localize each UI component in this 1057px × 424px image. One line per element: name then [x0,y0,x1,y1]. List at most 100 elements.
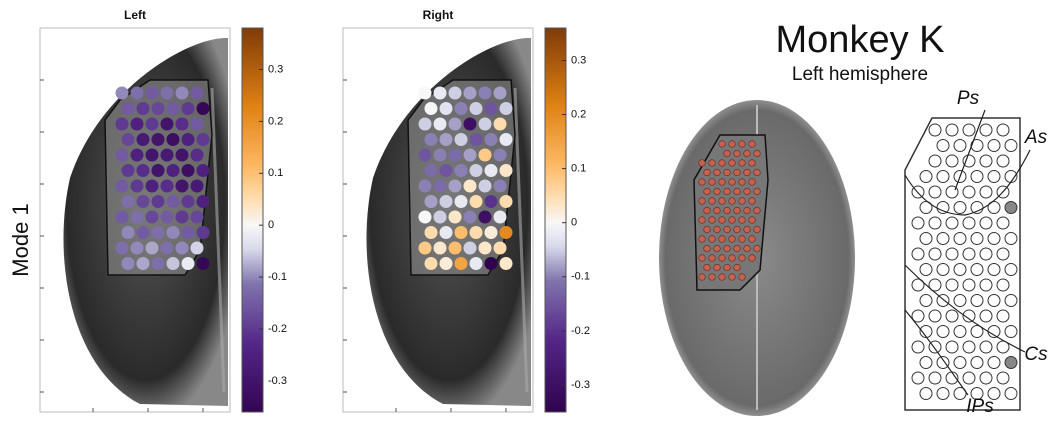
atlas-electrode [739,198,746,205]
electrode [197,257,210,270]
colorbar-cell [242,398,263,400]
electrode [425,195,438,208]
schematic-electrode [997,217,1009,229]
colorbar-cell [545,102,566,104]
colorbar-cell [242,162,263,164]
electrode [131,149,144,162]
colorbar-cell [545,116,566,118]
colorbar-cell [545,106,566,108]
colorbar-cell [242,312,263,314]
schematic-electrode [954,295,966,307]
electrode [137,257,150,270]
electrode [191,149,204,162]
electrode [500,164,513,177]
colorbar-cell [545,58,566,60]
colorbar-cell [545,176,566,178]
colorbar-cell [242,126,263,128]
colorbar-cell [242,58,263,60]
colorbar-cell [242,376,263,378]
colorbar-cell [242,230,263,232]
colorbar-cell [242,194,263,196]
electrode [146,211,159,224]
electrode [182,195,195,208]
colorbar-cell [242,248,263,250]
colorbar-cell [242,318,263,320]
colorbar-cell [242,270,263,272]
colorbar-cell [242,62,263,64]
colorbar-cell [545,238,566,240]
colorbar-cell [545,46,566,48]
colorbar-cell [242,48,263,50]
colorbar-cell [242,86,263,88]
schematic-electrode [963,279,975,291]
colorbar-cell [545,42,566,44]
colorbar-cell [545,86,566,88]
colorbar-cell [242,232,263,234]
electrode [116,211,129,224]
colorbar-cell [545,356,566,358]
colorbar-cell [242,166,263,168]
colorbar-cell [242,366,263,368]
colorbar-cell [242,150,263,152]
atlas-electrode [754,169,761,176]
schematic-electrode [946,124,958,136]
schematic-electrode [929,155,941,167]
colorbar-cell [242,212,263,214]
atlas-electrode [714,207,721,214]
colorbar-cell [242,100,263,102]
electrode [425,226,438,239]
electrode [176,87,189,100]
schematic-electrode [980,124,992,136]
colorbar-cell [545,68,566,70]
colorbar-cell [545,112,566,114]
atlas-electrode [749,160,756,167]
electrode [434,149,447,162]
colorbar-cell [242,348,263,350]
colorbar-cell [242,268,263,270]
colorbar-cell [545,320,566,322]
colorbar-cell [545,202,566,204]
electrode [131,87,144,100]
colorbar-cell [242,314,263,316]
panel-title: Left [124,8,146,22]
electrode [479,149,492,162]
colorbar-cell [242,278,263,280]
colorbar-cell [545,346,566,348]
colorbar-cell [242,70,263,72]
electrode [131,180,144,193]
electrode [434,118,447,131]
colorbar-cell [545,386,566,388]
schematic-electrode [937,264,949,276]
colorbar-cell [545,292,566,294]
colorbar-cell [242,108,263,110]
atlas-electrode [719,274,726,281]
colorbar-cell [242,394,263,396]
colorbar-cell [545,36,566,38]
schematic-electrode [963,372,975,384]
colorbar-cell [242,184,263,186]
electrode [434,242,447,255]
colorbar-cell [242,42,263,44]
colorbar-cell [242,128,263,130]
colorbar-cell [242,170,263,172]
colorbar-cell [242,246,263,248]
schematic-electrode [971,295,983,307]
colorbar-cell [242,354,263,356]
colorbar-cell [545,228,566,230]
atlas-electrode [739,179,746,186]
colorbar-cell [242,40,263,42]
schematic-electrode [963,248,975,260]
atlas-electrode [699,217,706,224]
colorbar-cell [545,154,566,156]
sulcus-label: Cs [1024,344,1048,365]
colorbar-tick-label: 0.2 [268,115,283,127]
colorbar-cell [242,322,263,324]
colorbar-cell [242,110,263,112]
colorbar-cell [545,88,566,90]
colorbar-cell [242,296,263,298]
colorbar-cell [545,162,566,164]
atlas-electrode [734,226,741,233]
electrode [176,180,189,193]
colorbar-cell [545,298,566,300]
electrode [152,226,165,239]
